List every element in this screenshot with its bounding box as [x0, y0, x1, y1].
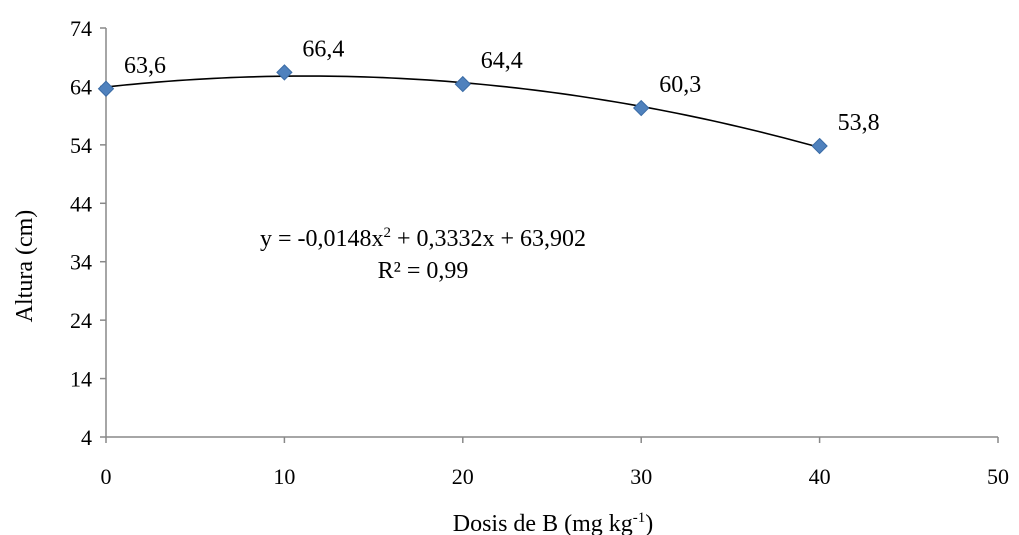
x-tick-label: 30	[630, 464, 652, 489]
y-tick-label: 64	[70, 74, 92, 99]
y-tick-label: 4	[81, 425, 92, 450]
x-ticks: 0 10 20 30 40 50	[101, 437, 1009, 489]
data-point-marker	[454, 75, 472, 93]
x-axis-title-superscript: -1	[633, 510, 646, 526]
y-ticks: 4 14 24 34 44 54 64 74	[70, 16, 106, 450]
data-point-marker	[276, 64, 293, 81]
data-points	[97, 64, 828, 155]
x-axis-title-text: Dosis de B (mg kg	[453, 511, 633, 535]
x-tick-label: 0	[101, 464, 112, 489]
x-tick-label: 20	[452, 464, 474, 489]
equation-text: y = -0,0148x	[260, 226, 384, 252]
x-tick-label: 40	[809, 464, 831, 489]
data-label: 64,4	[481, 48, 523, 74]
x-tick-label: 50	[987, 464, 1009, 489]
y-tick-label: 44	[70, 191, 92, 216]
x-axis-title-suffix: )	[645, 511, 653, 535]
y-tick-label: 54	[70, 133, 92, 158]
trendline-equation: y = -0,0148x2 + 0,3332x + 63,902	[260, 225, 586, 252]
y-tick-label: 14	[70, 367, 92, 392]
data-point-marker	[811, 137, 828, 155]
y-tick-label: 34	[70, 250, 92, 275]
data-label: 66,4	[302, 36, 344, 62]
y-axis-title: Altura (cm)	[12, 210, 38, 323]
y-tick-label: 74	[70, 16, 92, 41]
x-axis-title: Dosis de B (mg kg-1)	[453, 510, 654, 535]
data-point-marker	[97, 80, 115, 97]
data-label: 60,3	[659, 72, 701, 98]
data-label: 53,8	[838, 110, 880, 136]
data-point-marker	[632, 99, 650, 117]
equation-superscript: 2	[383, 225, 391, 241]
trendline-r2: R² = 0,99	[378, 258, 469, 284]
data-labels: 63,6 66,4 64,4 60,3 53,8	[124, 36, 880, 136]
data-label: 63,6	[124, 53, 166, 79]
x-tick-label: 10	[273, 464, 295, 489]
equation-suffix: + 0,3332x + 63,902	[391, 226, 586, 252]
y-tick-label: 24	[70, 308, 92, 333]
